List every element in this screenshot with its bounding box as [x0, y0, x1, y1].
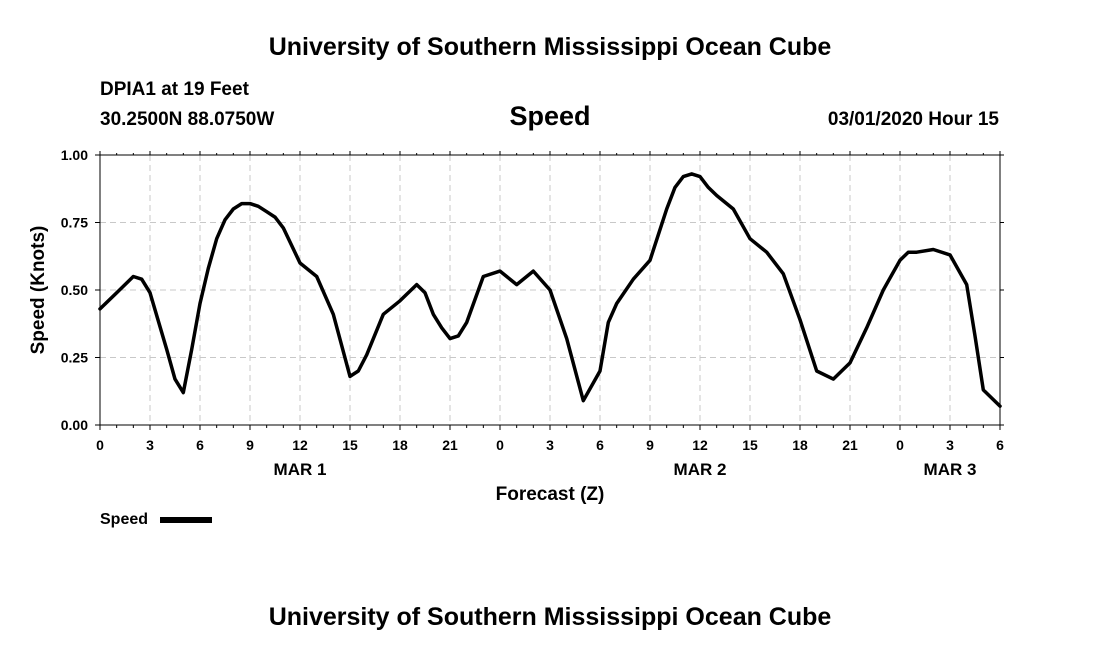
y-axis-title: Speed (Knots) — [28, 226, 49, 355]
x-tick-label: 0 — [96, 437, 104, 453]
date-label: MAR 2 — [674, 460, 727, 479]
station-label: DPIA1 at 19 Feet — [100, 79, 250, 100]
x-tick-label: 3 — [546, 437, 554, 453]
x-tick-label: 21 — [442, 437, 458, 453]
x-tick-label: 15 — [342, 437, 358, 453]
x-tick-label: 6 — [596, 437, 604, 453]
y-tick-label: 0.00 — [61, 417, 88, 433]
x-tick-label: 3 — [946, 437, 954, 453]
x-tick-label: 9 — [646, 437, 654, 453]
date-label: MAR 3 — [924, 460, 977, 479]
legend-label: Speed — [100, 511, 148, 528]
x-tick-label: 15 — [742, 437, 758, 453]
forecast-datetime: 03/01/2020 Hour 15 — [828, 109, 1000, 130]
speed-series-line — [98, 172, 1002, 408]
x-tick-label: 3 — [146, 437, 154, 453]
series-layer — [98, 172, 1002, 408]
plot-frame — [99, 154, 1001, 426]
x-tick-label: 6 — [996, 437, 1004, 453]
legend: Speed — [100, 511, 212, 528]
x-tick-label: 0 — [896, 437, 904, 453]
x-tick-label: 9 — [246, 437, 254, 453]
x-tick-label: 12 — [292, 437, 308, 453]
x-tick-label: 0 — [496, 437, 504, 453]
x-tick-label: 18 — [392, 437, 408, 453]
x-tick-label: 6 — [196, 437, 204, 453]
x-tick-label: 18 — [792, 437, 808, 453]
y-tick-label: 1.00 — [61, 147, 88, 163]
axis-labels: 0 3 6 9 12 15 18 21 0 3 6 9 12 15 18 21 0 3 6 0.00 0.25 0.50 0… — [61, 147, 1004, 479]
x-tick-label: 12 — [692, 437, 708, 453]
footer-title: University of Southern Mississippi Ocean… — [269, 603, 832, 631]
y-tick-label: 0.75 — [61, 215, 88, 231]
page-title: University of Southern Mississippi Ocean… — [269, 33, 832, 61]
y-tick-label: 0.50 — [61, 282, 88, 298]
y-tick-label: 0.25 — [61, 350, 88, 366]
station-coords: 30.2500N 88.0750W — [100, 109, 274, 130]
date-label: MAR 1 — [274, 460, 327, 479]
x-axis-title: Forecast (Z) — [496, 484, 605, 505]
grid — [100, 155, 1000, 425]
x-tick-label: 21 — [842, 437, 858, 453]
chart-title: Speed — [509, 101, 590, 131]
